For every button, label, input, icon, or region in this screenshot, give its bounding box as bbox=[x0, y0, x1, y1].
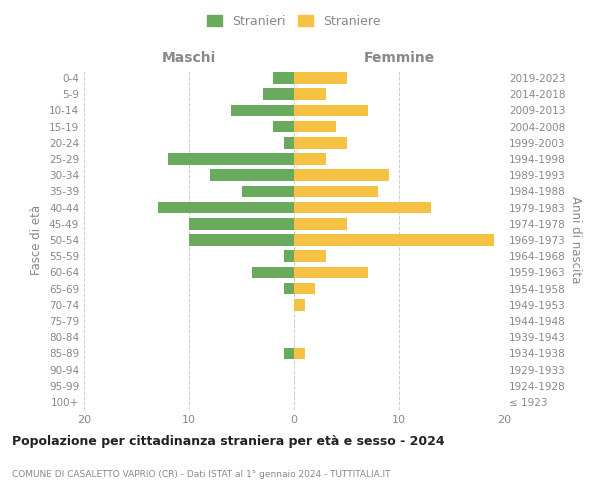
Bar bbox=[284, 250, 294, 262]
Bar bbox=[210, 170, 294, 181]
Bar bbox=[157, 202, 294, 213]
Bar bbox=[294, 88, 325, 100]
Text: Popolazione per cittadinanza straniera per età e sesso - 2024: Popolazione per cittadinanza straniera p… bbox=[12, 435, 445, 448]
Bar bbox=[284, 137, 294, 148]
Bar bbox=[294, 202, 431, 213]
Bar bbox=[273, 121, 294, 132]
Bar bbox=[294, 137, 347, 148]
Text: Femmine: Femmine bbox=[364, 51, 434, 65]
Bar bbox=[189, 234, 294, 246]
Bar bbox=[294, 299, 305, 310]
Bar bbox=[294, 250, 325, 262]
Bar bbox=[273, 72, 294, 84]
Bar bbox=[263, 88, 294, 100]
Text: Maschi: Maschi bbox=[162, 51, 216, 65]
Bar bbox=[294, 153, 325, 165]
Bar bbox=[294, 104, 367, 117]
Bar bbox=[284, 282, 294, 294]
Bar bbox=[252, 266, 294, 278]
Bar bbox=[241, 186, 294, 198]
Bar bbox=[294, 186, 378, 198]
Bar bbox=[294, 218, 347, 230]
Bar bbox=[294, 348, 305, 359]
Bar bbox=[231, 104, 294, 117]
Bar bbox=[294, 282, 315, 294]
Bar bbox=[294, 170, 389, 181]
Y-axis label: Fasce di età: Fasce di età bbox=[31, 205, 43, 275]
Text: COMUNE DI CASALETTO VAPRIO (CR) - Dati ISTAT al 1° gennaio 2024 - TUTTITALIA.IT: COMUNE DI CASALETTO VAPRIO (CR) - Dati I… bbox=[12, 470, 391, 479]
Bar bbox=[189, 218, 294, 230]
Bar bbox=[284, 348, 294, 359]
Legend: Stranieri, Straniere: Stranieri, Straniere bbox=[203, 11, 385, 32]
Bar bbox=[294, 72, 347, 84]
Bar bbox=[294, 234, 493, 246]
Y-axis label: Anni di nascita: Anni di nascita bbox=[569, 196, 582, 284]
Bar bbox=[294, 266, 367, 278]
Bar bbox=[168, 153, 294, 165]
Bar bbox=[294, 121, 336, 132]
